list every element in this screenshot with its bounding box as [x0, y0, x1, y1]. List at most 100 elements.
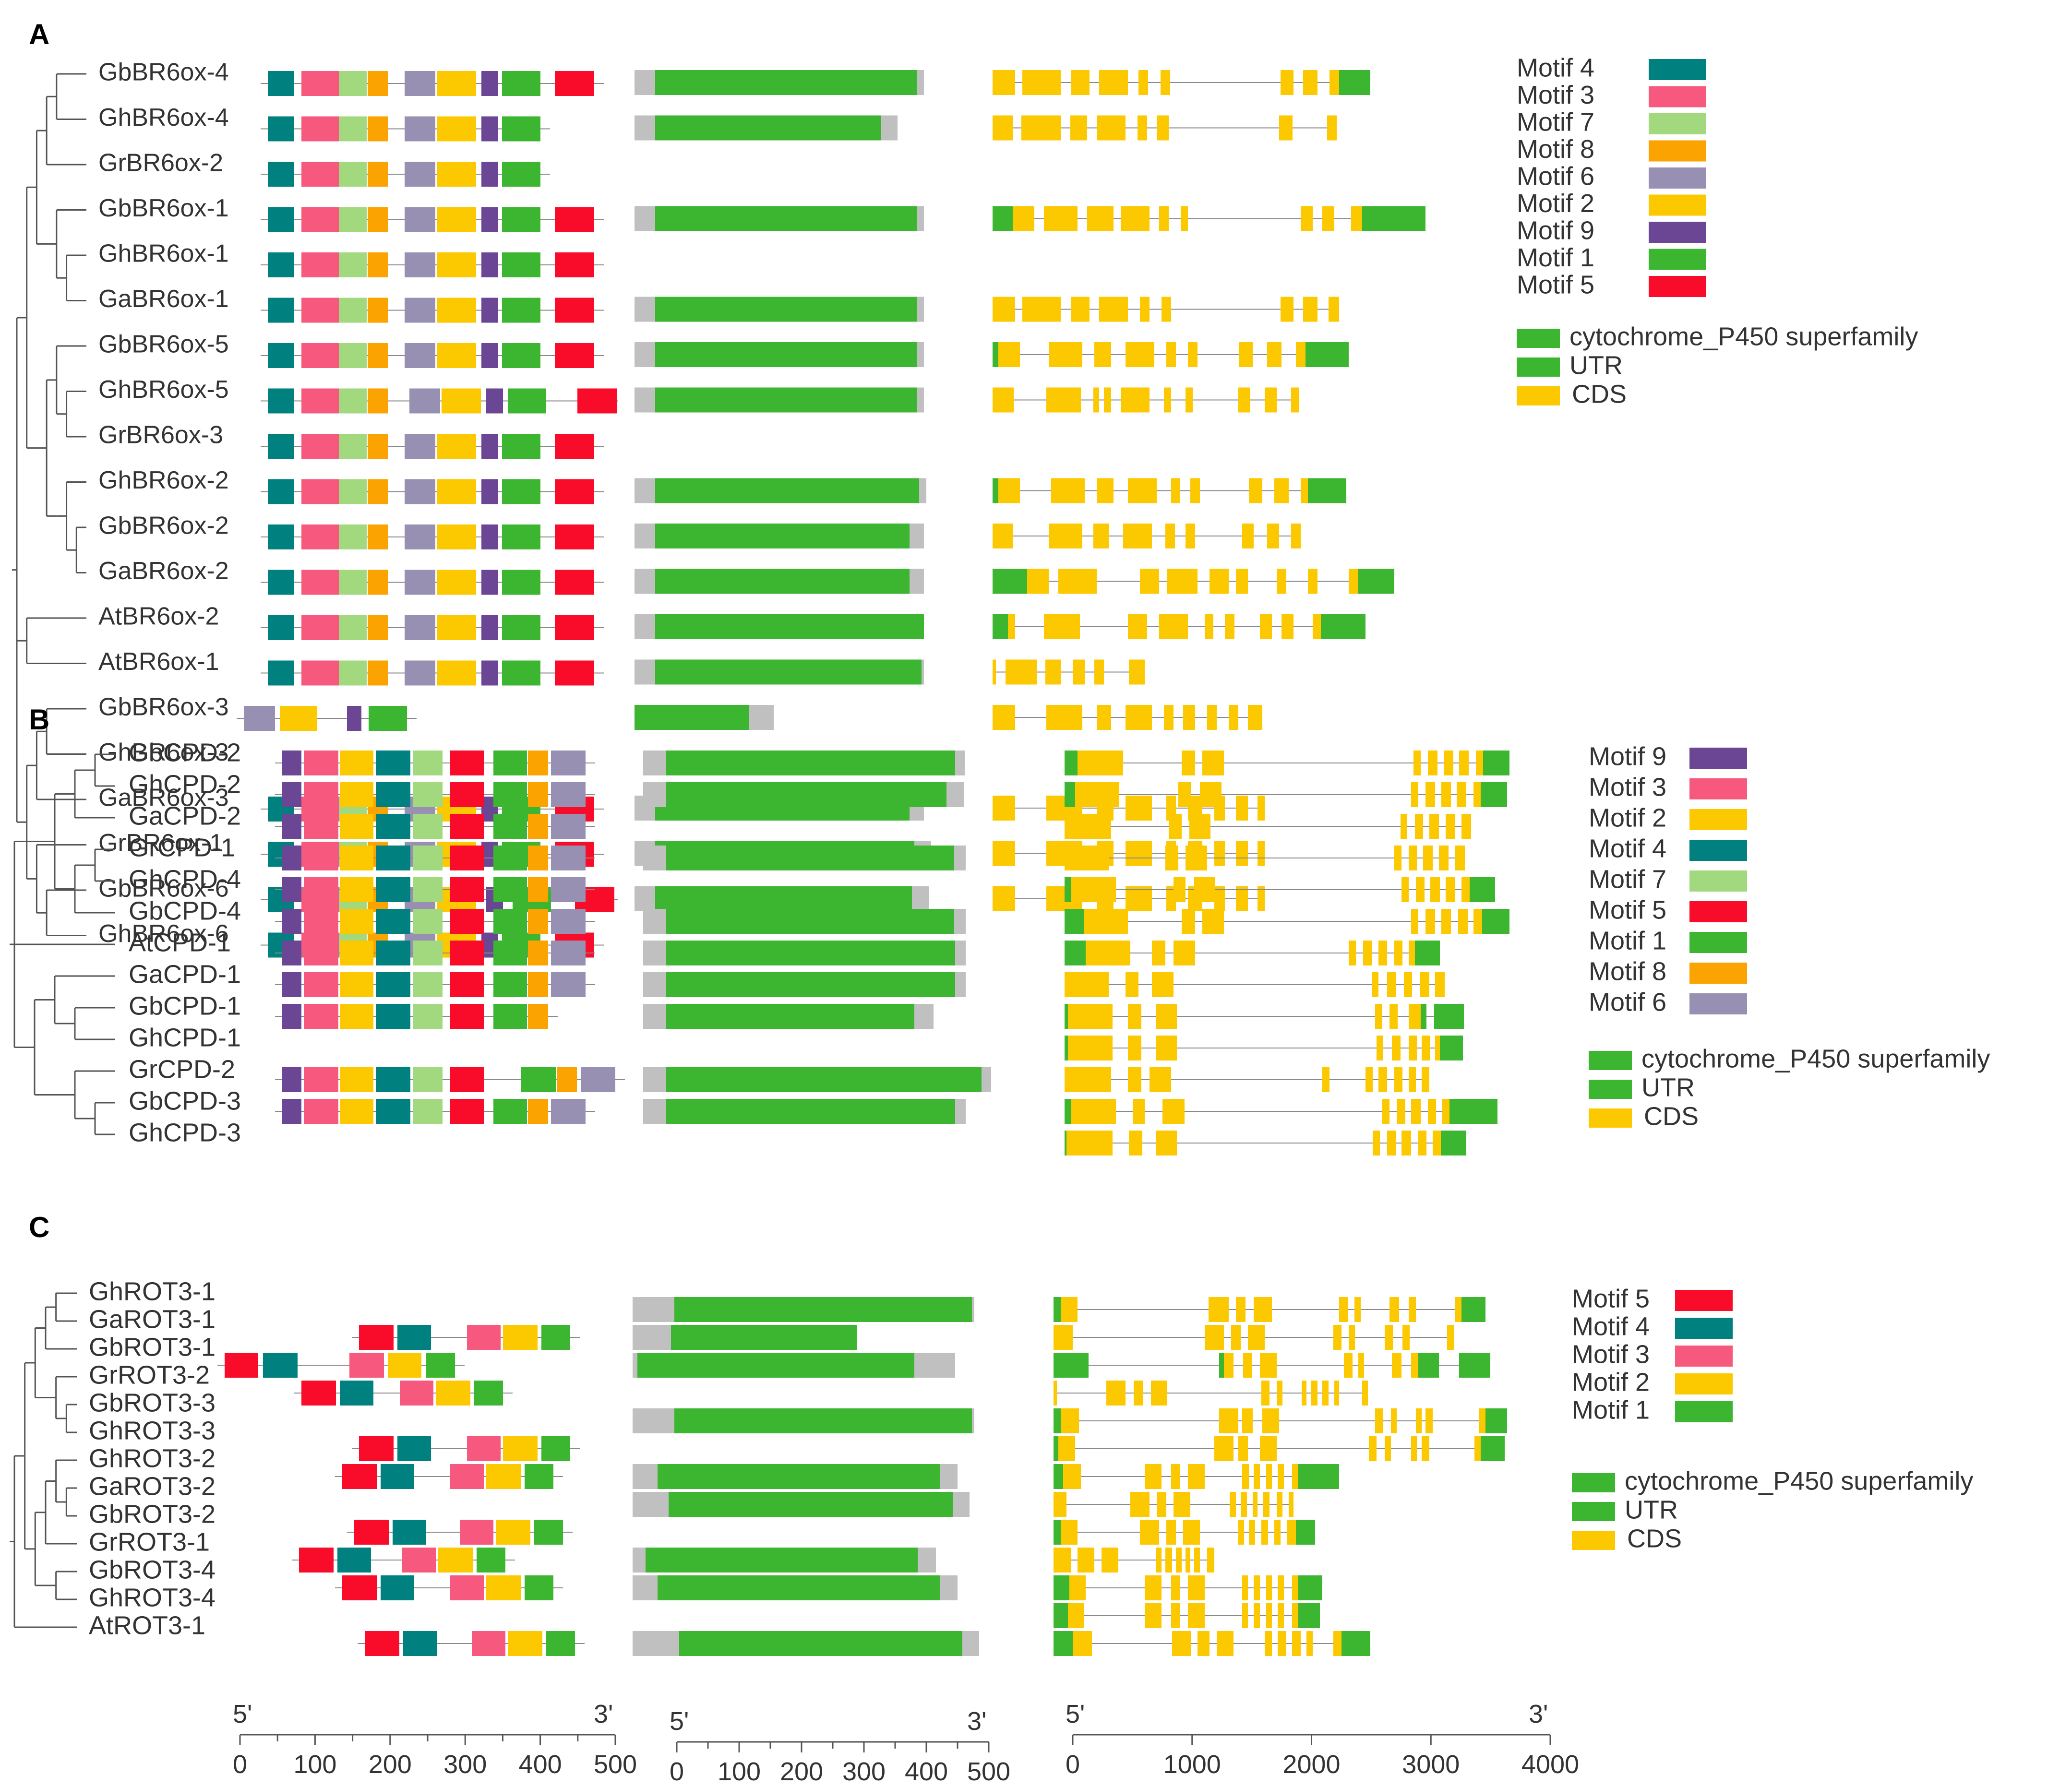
utr-exon	[1441, 1131, 1466, 1156]
utr-exon	[1418, 1353, 1439, 1378]
utr-exon	[993, 478, 998, 503]
cds-exon	[1292, 1464, 1298, 1489]
axis-5prime: 5'	[670, 1707, 689, 1736]
cds-exon	[1313, 614, 1321, 639]
legend-label: Motif 6	[1589, 988, 1666, 1016]
motif-9-box	[347, 706, 361, 731]
motif-4-box	[397, 1325, 431, 1350]
cds-exon	[1254, 1464, 1260, 1489]
motif-4-box	[393, 1520, 426, 1545]
motif-3-box	[450, 1464, 484, 1489]
motif-8-box	[368, 343, 388, 368]
motif-6-box	[405, 524, 435, 549]
motif-4-box	[268, 570, 294, 595]
motif-6-box	[405, 207, 435, 232]
cds-exon	[993, 886, 1015, 911]
cds-exon	[1385, 1325, 1393, 1350]
legend-label: CDS	[1627, 1524, 1682, 1553]
motif-1-box	[502, 252, 540, 277]
cds-exon	[1265, 1631, 1272, 1656]
motif-4-box	[268, 479, 294, 504]
motif-1-box	[502, 71, 540, 96]
motif-5-box	[450, 782, 484, 807]
cds-exon	[1157, 1492, 1166, 1517]
cds-exon	[1165, 1548, 1172, 1573]
motif-3-box	[304, 941, 338, 965]
gene-name: AtCPD-1	[129, 928, 231, 957]
utr-exon	[1461, 1297, 1485, 1322]
motif-4-box	[268, 434, 294, 459]
p450-domain-box	[658, 1464, 940, 1489]
motif-8-box	[368, 660, 388, 686]
motif-6-box	[551, 909, 586, 934]
cds-exon	[1392, 1036, 1401, 1060]
motif-9-box	[481, 71, 498, 96]
motif-5-box	[225, 1353, 258, 1378]
phylogenetic-tree	[10, 1292, 77, 1628]
cds-exon	[1258, 841, 1265, 866]
cds-exon	[1411, 1353, 1418, 1378]
motif-5-box	[555, 615, 594, 640]
phylogenetic-tree	[12, 73, 86, 936]
cds-exon	[1402, 1325, 1410, 1350]
p450-domain-box	[666, 909, 954, 934]
cds-exon	[1133, 1099, 1145, 1124]
cds-exon	[1401, 877, 1409, 902]
cds-exon	[1242, 524, 1254, 548]
gene-name: GbCPD-2	[129, 738, 241, 767]
utr-exon	[1065, 782, 1075, 807]
motif-1-box	[493, 1099, 527, 1124]
motif-2-box	[340, 814, 373, 839]
p450-domain-box	[655, 659, 922, 685]
cds-exon	[1230, 1492, 1236, 1517]
panel-c: CGhROT3-1GaROT3-1GbROT3-1GrROT3-2GbROT3-…	[10, 1211, 1973, 1656]
motif-3-box	[304, 877, 338, 902]
motif-8-box	[368, 570, 388, 595]
motif-2-box	[340, 1099, 373, 1124]
cds-exon	[1068, 1603, 1084, 1628]
motif-4-box	[268, 615, 294, 640]
cds-exon	[1413, 751, 1421, 775]
motif-8-box	[368, 479, 388, 504]
cds-exon	[1194, 1548, 1200, 1573]
legend-label: Motif 5	[1589, 895, 1666, 924]
cds-exon	[1242, 1603, 1248, 1628]
motif-9-box	[481, 479, 498, 504]
axis-3prime: 3'	[594, 1700, 613, 1728]
motif-9-box	[481, 207, 498, 232]
cds-exon	[1073, 659, 1085, 685]
p450-domain-box	[666, 1004, 914, 1029]
cds-exon	[1329, 70, 1339, 95]
cds-exon	[1329, 297, 1339, 322]
gene-name: GaBR6ox-3	[98, 784, 229, 812]
cds-exon	[1182, 909, 1195, 934]
cds-exon	[1435, 972, 1445, 997]
cds-exon	[1188, 1603, 1205, 1628]
utr-exon	[1481, 782, 1507, 807]
cds-exon	[1130, 1492, 1150, 1517]
cds-exon	[1394, 941, 1402, 965]
cds-exon	[1068, 1036, 1113, 1060]
gene-name: GhCPD-4	[129, 865, 241, 894]
gene-name: GhBR6ox-3	[98, 739, 229, 766]
p450-domain-box	[655, 569, 910, 594]
cds-exon	[1176, 1548, 1182, 1573]
cds-exon	[1202, 909, 1224, 934]
motif-6-box	[405, 162, 435, 187]
cds-exon	[1306, 1631, 1313, 1656]
p450-domain-box	[666, 751, 955, 775]
motif-7-box	[413, 941, 443, 965]
cds-exon	[1430, 877, 1440, 902]
cds-exon	[1071, 297, 1090, 322]
cds-exon	[1071, 1099, 1116, 1124]
motif-7-box	[339, 252, 367, 277]
motif-5-box	[450, 972, 484, 997]
motif-6-box	[551, 782, 586, 807]
legend-swatch-motif-5	[1689, 901, 1747, 922]
motif-3-box	[301, 615, 339, 640]
axis-tick-label: 200	[369, 1750, 412, 1779]
cds-exon	[993, 841, 1015, 866]
legend-swatch-utr	[1517, 357, 1560, 377]
cds-exon	[1241, 1492, 1247, 1517]
cds-exon	[1183, 705, 1195, 730]
